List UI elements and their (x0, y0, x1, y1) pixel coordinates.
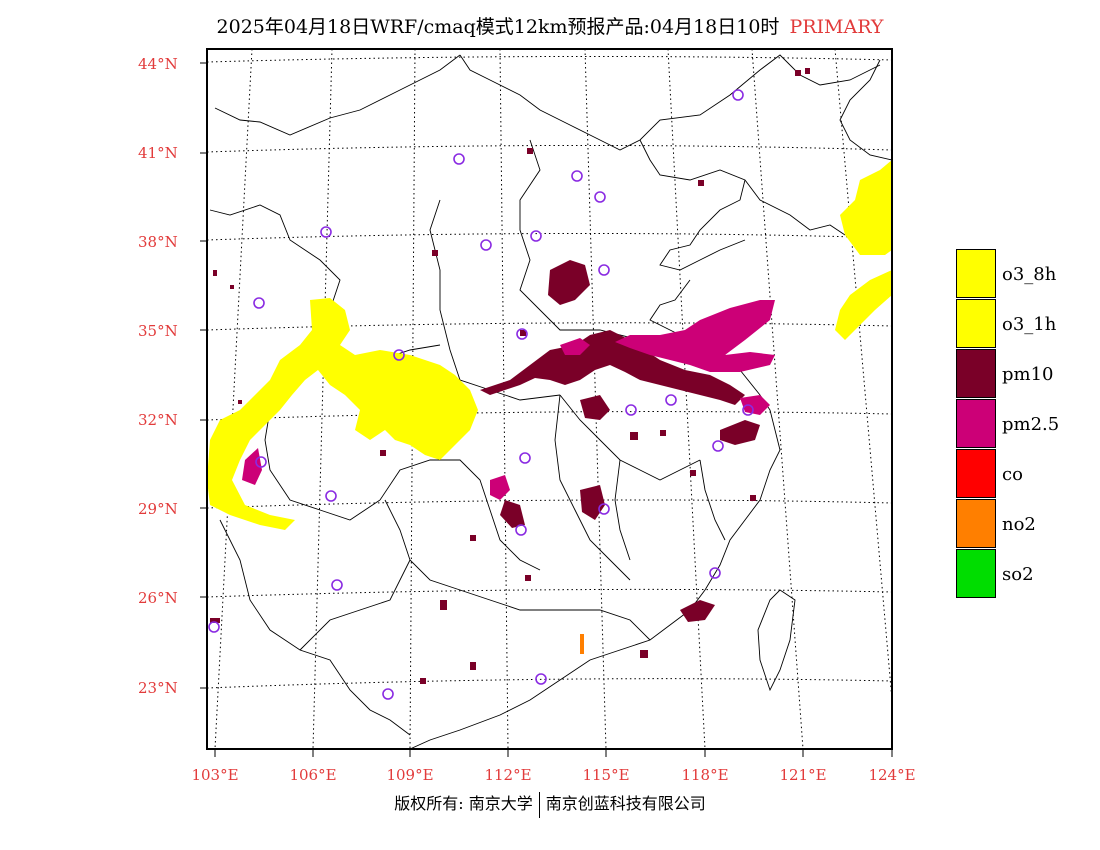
axis-ticks (200, 62, 893, 757)
lat-label: 26°N (138, 589, 178, 607)
legend-swatch (956, 399, 996, 448)
lon-label: 115°E (582, 766, 630, 784)
o3-region (207, 160, 892, 530)
legend-label: no2 (1002, 514, 1036, 535)
legend-label: co (1002, 464, 1023, 485)
scattered-cells (210, 68, 810, 684)
copyright-left: 版权所有: 南京大学 (394, 794, 533, 813)
lat-label: 29°N (138, 500, 178, 518)
legend-label: o3_1h (1002, 314, 1057, 335)
legend-swatch (956, 349, 996, 398)
pm10-region (480, 260, 760, 622)
map-border (206, 48, 893, 750)
legend-swatch (956, 499, 996, 548)
graticule (207, 49, 892, 749)
lon-label: 109°E (386, 766, 434, 784)
legend-swatch (956, 449, 996, 498)
lat-label: 38°N (138, 233, 178, 251)
no2-region (580, 634, 584, 654)
lon-label: 121°E (779, 766, 827, 784)
title-tag: PRIMARY (789, 16, 884, 38)
legend-swatch (956, 549, 996, 598)
legend-label: pm2.5 (1002, 414, 1060, 435)
lon-label: 124°E (868, 766, 916, 784)
lat-label: 41°N (138, 144, 178, 162)
lat-label: 44°N (138, 55, 178, 73)
lon-label: 118°E (681, 766, 729, 784)
pm25-region (242, 300, 775, 500)
copyright-right: 南京创蓝科技有限公司 (545, 794, 706, 813)
lat-label: 23°N (138, 679, 178, 697)
footer-divider (538, 791, 540, 818)
lon-label: 106°E (289, 766, 337, 784)
legend-label: so2 (1002, 564, 1034, 585)
chart-title: 2025年04月18日WRF/cmaq模式12km预报产品:04月18日10时 P… (0, 12, 1100, 39)
title-main: 2025年04月18日WRF/cmaq模式12km预报产品:04月18日10时 (216, 16, 780, 38)
legend-swatch (956, 299, 996, 348)
lat-label: 32°N (138, 411, 178, 429)
lon-label: 112°E (484, 766, 532, 784)
map-frame (207, 49, 892, 749)
station-markers (208, 89, 754, 700)
lat-label: 35°N (138, 322, 178, 340)
lon-label: 103°E (191, 766, 239, 784)
legend-swatch (956, 249, 996, 298)
boundaries (209, 54, 892, 749)
legend-label: pm10 (1002, 364, 1054, 385)
copyright-footer: 版权所有: 南京大学 南京创蓝科技有限公司 (0, 790, 1100, 818)
legend-label: o3_8h (1002, 264, 1057, 285)
